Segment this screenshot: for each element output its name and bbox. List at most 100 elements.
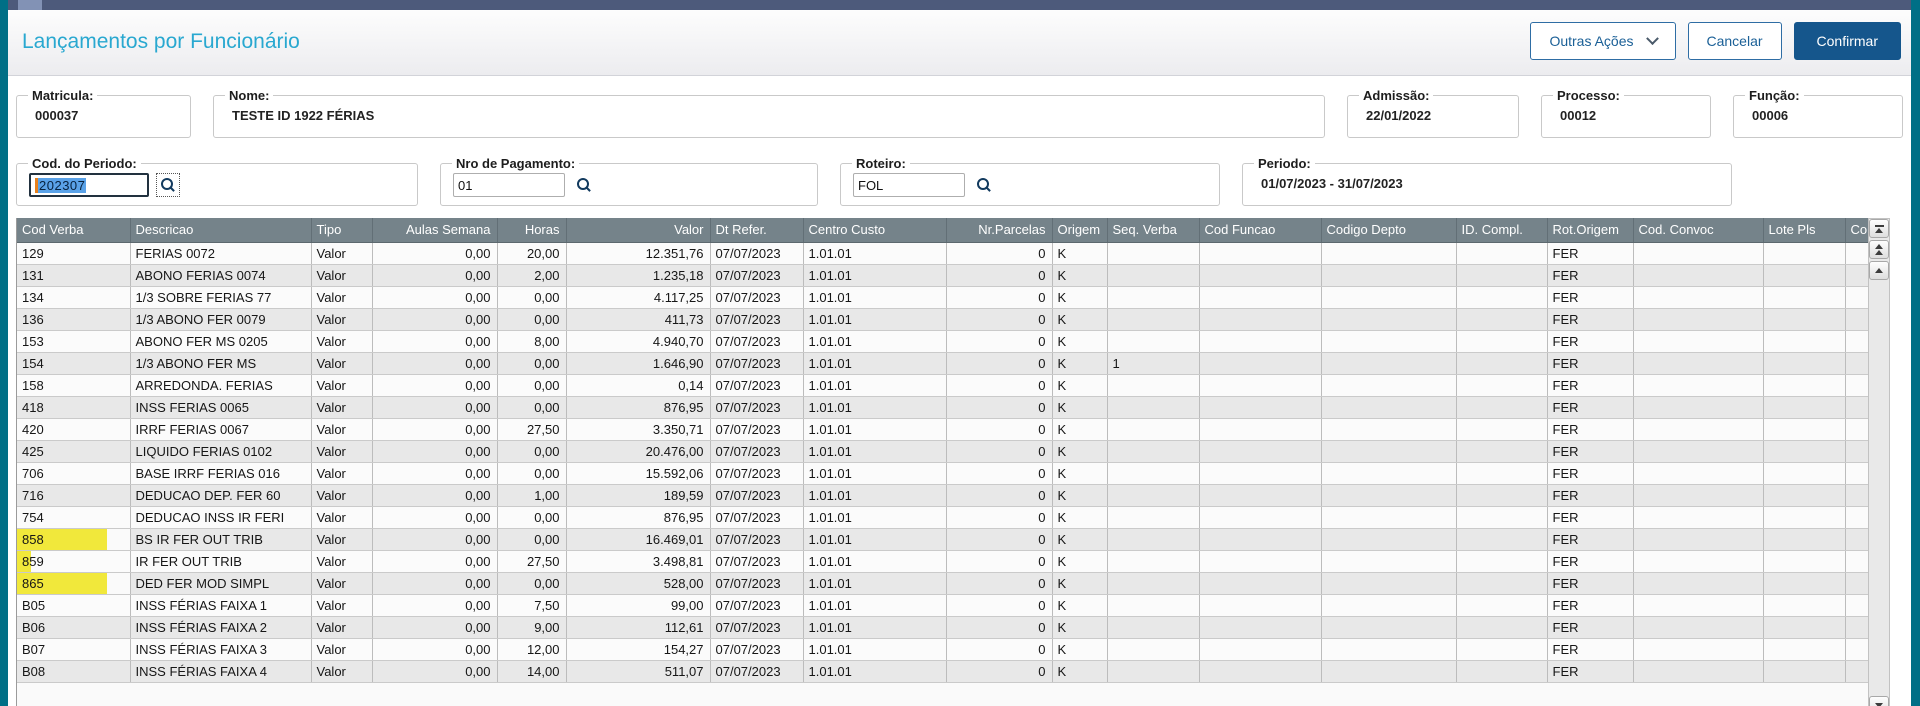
nro-pagamento-input[interactable]: 01	[453, 173, 565, 197]
grid-cell-valor[interactable]: 511,07	[566, 660, 711, 683]
grid-cell-centro_custo[interactable]: 1.01.01	[803, 550, 947, 573]
grid-cell-tipo[interactable]: Valor	[311, 330, 373, 353]
grid-cell-lote_pls[interactable]	[1763, 418, 1846, 441]
grid-cell-rot_origem[interactable]: FER	[1547, 484, 1634, 507]
grid-cell-cod_convoc[interactable]	[1633, 264, 1764, 287]
grid-cell-origem[interactable]: K	[1052, 286, 1108, 309]
grid-row-706[interactable]: 706 BASE IRRF FERIAS 016 Valor 0,00 0,00 15.5…	[17, 462, 1868, 485]
grid-cell-cod_convoc[interactable]	[1633, 418, 1764, 441]
grid-cell-tipo[interactable]: Valor	[311, 638, 373, 661]
grid-cell-aulas_semana[interactable]: 0,00	[372, 330, 498, 353]
grid-cell-cod_funcao[interactable]	[1199, 616, 1322, 639]
grid-cell-codigo_depto[interactable]	[1321, 440, 1457, 463]
grid-cell-cod_convoc[interactable]	[1633, 330, 1764, 353]
grid-cell-cod_convoc[interactable]	[1633, 374, 1764, 397]
grid-cell-lote_pls[interactable]	[1763, 550, 1846, 573]
grid-cell-cod_convoc[interactable]	[1633, 616, 1764, 639]
grid-cell-tipo[interactable]: Valor	[311, 572, 373, 595]
grid-cell-id_compl[interactable]	[1456, 616, 1548, 639]
grid-cell-cod_funcao[interactable]	[1199, 594, 1322, 617]
grid-cell-descricao[interactable]: ABONO FERIAS 0074	[130, 264, 312, 287]
grid-cell-cod_convoc[interactable]	[1633, 462, 1764, 485]
grid-cell-seq_verba[interactable]	[1107, 660, 1200, 683]
grid-cell-horas[interactable]: 0,00	[497, 572, 567, 595]
grid-cell-codigo_depto[interactable]	[1321, 528, 1457, 551]
grid-cell-co_cut[interactable]	[1845, 374, 1868, 397]
grid-cell-centro_custo[interactable]: 1.01.01	[803, 528, 947, 551]
grid-cell-origem[interactable]: K	[1052, 462, 1108, 485]
grid-cell-descricao[interactable]: 1/3 SOBRE FERIAS 77	[130, 286, 312, 309]
grid-cell-codigo_depto[interactable]	[1321, 264, 1457, 287]
grid-cell-rot_origem[interactable]: FER	[1547, 506, 1634, 529]
grid-row-858[interactable]: 858 BS IR FER OUT TRIB Valor 0,00 0,00 16.469…	[17, 528, 1868, 551]
grid-cell-cod_funcao[interactable]	[1199, 462, 1322, 485]
grid-cell-nr_parcelas[interactable]: 0	[946, 352, 1053, 375]
grid-cell-rot_origem[interactable]: FER	[1547, 550, 1634, 573]
grid-cell-valor[interactable]: 99,00	[566, 594, 711, 617]
grid-cell-rot_origem[interactable]: FER	[1547, 264, 1634, 287]
grid-cell-lote_pls[interactable]	[1763, 440, 1846, 463]
scroll-page-up-button[interactable]	[1869, 240, 1889, 259]
grid-cell-id_compl[interactable]	[1456, 374, 1548, 397]
grid-cell-aulas_semana[interactable]: 0,00	[372, 462, 498, 485]
grid-cell-codigo_depto[interactable]	[1321, 484, 1457, 507]
grid-cell-valor[interactable]: 876,95	[566, 506, 711, 529]
grid-cell-valor[interactable]: 15.592,06	[566, 462, 711, 485]
grid-cell-nr_parcelas[interactable]: 0	[946, 264, 1053, 287]
grid-cell-seq_verba[interactable]	[1107, 506, 1200, 529]
grid-cell-co_cut[interactable]	[1845, 638, 1868, 661]
grid-cell-cod_convoc[interactable]	[1633, 528, 1764, 551]
grid-cell-origem[interactable]: K	[1052, 308, 1108, 331]
grid-cell-cod_convoc[interactable]	[1633, 242, 1764, 265]
cancelar-button[interactable]: Cancelar	[1687, 22, 1782, 60]
grid-cell-seq_verba[interactable]	[1107, 374, 1200, 397]
grid-cell-origem[interactable]: K	[1052, 660, 1108, 683]
grid-cell-cod_verba[interactable]: 154	[17, 352, 131, 375]
grid-row-B06[interactable]: B06 INSS FÉRIAS FAIXA 2 Valor 0,00 9,00 112,6…	[17, 616, 1868, 639]
grid-cell-nr_parcelas[interactable]: 0	[946, 330, 1053, 353]
grid-cell-valor[interactable]: 20.476,00	[566, 440, 711, 463]
grid-cell-codigo_depto[interactable]	[1321, 616, 1457, 639]
grid-cell-descricao[interactable]: DEDUCAO DEP. FER 60	[130, 484, 312, 507]
grid-cell-tipo[interactable]: Valor	[311, 264, 373, 287]
grid-cell-lote_pls[interactable]	[1763, 616, 1846, 639]
grid-cell-seq_verba[interactable]	[1107, 418, 1200, 441]
grid-cell-rot_origem[interactable]: FER	[1547, 594, 1634, 617]
grid-cell-cod_funcao[interactable]	[1199, 550, 1322, 573]
grid-cell-seq_verba[interactable]	[1107, 440, 1200, 463]
grid-row-859[interactable]: 859 IR FER OUT TRIB Valor 0,00 27,50 3.498,81…	[17, 550, 1868, 573]
grid-cell-codigo_depto[interactable]	[1321, 638, 1457, 661]
grid-cell-codigo_depto[interactable]	[1321, 462, 1457, 485]
grid-cell-centro_custo[interactable]: 1.01.01	[803, 286, 947, 309]
grid-cell-co_cut[interactable]	[1845, 264, 1868, 287]
confirmar-button[interactable]: Confirmar	[1793, 22, 1901, 60]
grid-cell-id_compl[interactable]	[1456, 352, 1548, 375]
grid-cell-lote_pls[interactable]	[1763, 572, 1846, 595]
grid-cell-co_cut[interactable]	[1845, 440, 1868, 463]
grid-cell-dt_refer[interactable]: 07/07/2023	[710, 572, 804, 595]
grid-cell-aulas_semana[interactable]: 0,00	[372, 638, 498, 661]
grid-cell-origem[interactable]: K	[1052, 374, 1108, 397]
grid-cell-cod_funcao[interactable]	[1199, 396, 1322, 419]
grid-cell-seq_verba[interactable]	[1107, 330, 1200, 353]
grid-cell-centro_custo[interactable]: 1.01.01	[803, 440, 947, 463]
grid-cell-cod_convoc[interactable]	[1633, 440, 1764, 463]
grid-cell-centro_custo[interactable]: 1.01.01	[803, 418, 947, 441]
roteiro-lookup-button[interactable]	[973, 174, 995, 196]
grid-cell-cod_verba[interactable]: 859	[17, 550, 131, 573]
grid-cell-cod_funcao[interactable]	[1199, 528, 1322, 551]
grid-cell-cod_funcao[interactable]	[1199, 308, 1322, 331]
grid-cell-cod_funcao[interactable]	[1199, 330, 1322, 353]
grid-cell-tipo[interactable]: Valor	[311, 616, 373, 639]
grid-cell-cod_funcao[interactable]	[1199, 484, 1322, 507]
grid-cell-descricao[interactable]: 1/3 ABONO FER MS	[130, 352, 312, 375]
grid-cell-valor[interactable]: 528,00	[566, 572, 711, 595]
grid-cell-origem[interactable]: K	[1052, 594, 1108, 617]
grid-row-865[interactable]: 865 DED FER MOD SIMPL Valor 0,00 0,00 528,00 0…	[17, 572, 1868, 595]
grid-row-420[interactable]: 420 IRRF FERIAS 0067 Valor 0,00 27,50 3.350,7…	[17, 418, 1868, 441]
grid-cell-codigo_depto[interactable]	[1321, 572, 1457, 595]
grid-cell-cod_verba[interactable]: B05	[17, 594, 131, 617]
grid-cell-rot_origem[interactable]: FER	[1547, 572, 1634, 595]
grid-cell-aulas_semana[interactable]: 0,00	[372, 374, 498, 397]
grid-cell-nr_parcelas[interactable]: 0	[946, 638, 1053, 661]
